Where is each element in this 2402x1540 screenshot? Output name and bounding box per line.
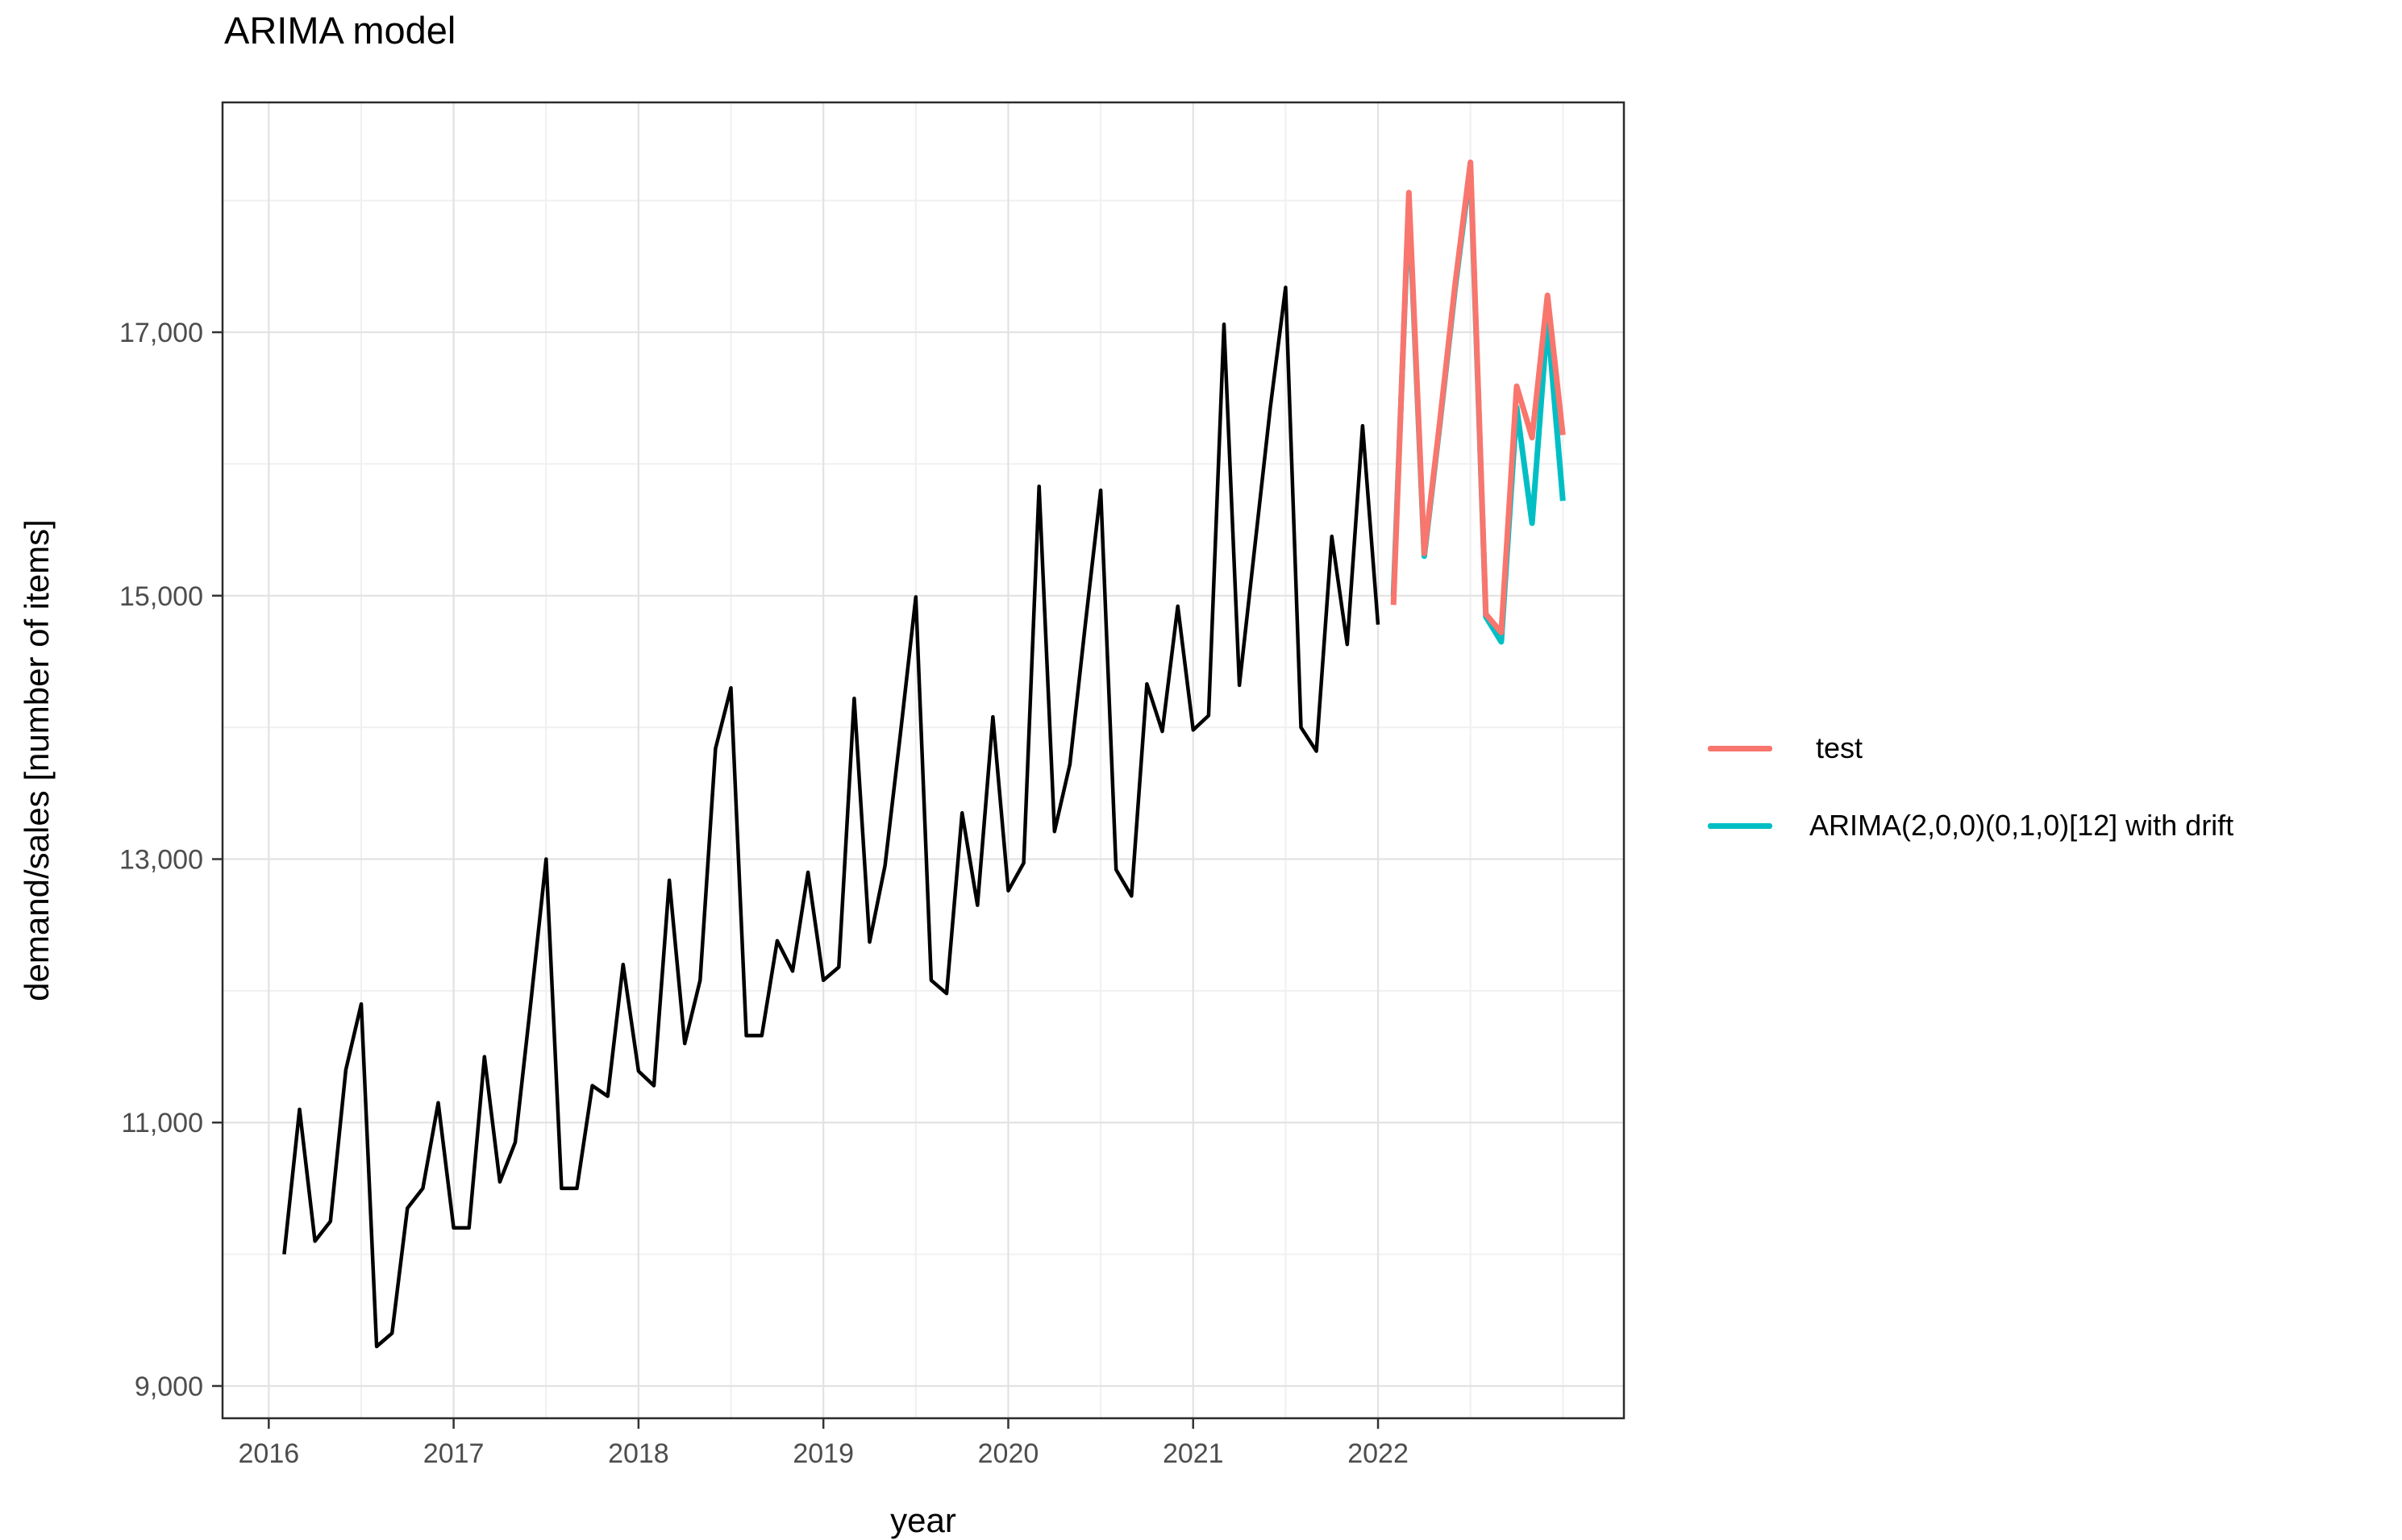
y-tick-label: 13,000 — [119, 845, 203, 876]
x-tick-label: 2020 — [978, 1438, 1039, 1469]
series-line-test — [1390, 159, 1566, 635]
forecast-line-swatch — [1708, 822, 1772, 829]
chart-title: ARIMA model — [224, 9, 456, 52]
x-tick-label: 2019 — [793, 1438, 854, 1469]
y-tick-label: 9,000 — [135, 1371, 203, 1402]
panel-border — [221, 101, 1626, 1420]
x-tick-label: 2021 — [1163, 1438, 1224, 1469]
y-tick-label: 17,000 — [119, 318, 203, 348]
x-tick-label: 2018 — [608, 1438, 669, 1469]
legend-item-forecast: ARIMA(2,0,0)(0,1,0)[12] with drift — [1708, 797, 2233, 854]
y-tick-label: 15,000 — [119, 581, 203, 612]
series-line-training-data — [282, 285, 1380, 1349]
legend-item-test: test — [1708, 720, 2233, 776]
y-tick-label: 11,000 — [122, 1108, 203, 1138]
test-line-swatch — [1708, 745, 1772, 751]
x-tick-label: 2016 — [239, 1438, 300, 1469]
x-tick-label: 2022 — [1347, 1438, 1409, 1469]
legend: test ARIMA(2,0,0)(0,1,0)[12] with drift — [1708, 720, 2233, 854]
legend-label-test: test — [1816, 731, 1863, 764]
x-axis-title: year — [890, 1501, 956, 1539]
legend-label-forecast: ARIMA(2,0,0)(0,1,0)[12] with drift — [1809, 809, 2234, 842]
x-tick-label: 2017 — [423, 1438, 485, 1469]
y-axis-title: demand/sales [number of items] — [18, 519, 56, 1001]
